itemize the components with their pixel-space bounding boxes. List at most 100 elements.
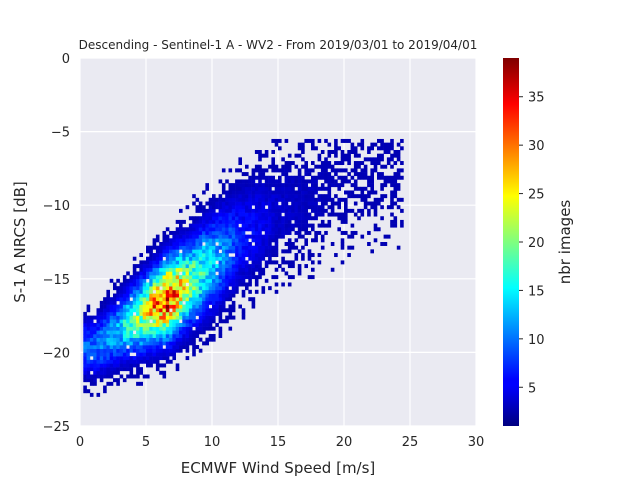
heatmap-cell — [192, 245, 196, 250]
heatmap-cell — [291, 175, 295, 180]
heatmap-cell — [155, 352, 160, 357]
heatmap-cell — [261, 289, 266, 294]
heatmap-cell — [83, 326, 87, 331]
heatmap-cell — [311, 238, 315, 243]
colorbar-tick-label: 20 — [528, 236, 545, 251]
heatmap-cell — [225, 212, 229, 217]
heatmap-cell — [238, 227, 242, 232]
heatmap-cell — [122, 308, 127, 313]
heatmap-cell — [241, 256, 246, 261]
heatmap-cell — [212, 194, 216, 199]
heatmap-cell — [126, 282, 130, 287]
heatmap-cell — [185, 311, 190, 316]
heatmap-cell — [225, 297, 229, 302]
heatmap-cell — [258, 168, 262, 173]
heatmap-cell — [377, 161, 381, 166]
heatmap-cell — [304, 216, 308, 221]
heatmap-cell — [208, 337, 213, 342]
heatmap-cell — [386, 161, 391, 166]
heatmap-cell — [248, 267, 252, 272]
heatmap-cell — [228, 275, 233, 280]
heatmap-cell — [162, 370, 167, 375]
heatmap-cell — [188, 278, 193, 283]
heatmap-cell — [221, 278, 226, 283]
x-axis-label: ECMWF Wind Speed [m/s] — [181, 459, 376, 477]
heatmap-cell — [297, 223, 302, 228]
heatmap-cell — [317, 230, 322, 235]
heatmap-cell — [347, 153, 351, 158]
heatmap-cell — [261, 172, 266, 177]
heatmap-cell — [221, 190, 226, 195]
heatmap-cell — [109, 337, 114, 342]
heatmap-cell — [337, 146, 341, 151]
heatmap-cell — [175, 334, 180, 338]
heatmap-cell — [198, 253, 203, 258]
heatmap-cell — [169, 326, 173, 331]
heatmap-cell — [297, 175, 302, 180]
heatmap-cell — [139, 359, 143, 364]
heatmap-cell — [264, 175, 269, 180]
heatmap-cell — [175, 337, 180, 342]
heatmap-cell — [274, 205, 279, 210]
heatmap-cell — [142, 345, 147, 350]
heatmap-cell — [198, 322, 203, 327]
heatmap-cell — [122, 311, 127, 316]
heatmap-cell — [254, 164, 259, 169]
heatmap-cell — [221, 286, 226, 291]
heatmap-cell — [284, 164, 289, 169]
heatmap-cell — [264, 168, 269, 173]
heatmap-cell — [86, 374, 91, 379]
heatmap-cell — [238, 197, 242, 202]
heatmap-cell — [132, 345, 137, 350]
heatmap-cell — [281, 201, 285, 206]
heatmap-cell — [192, 219, 196, 224]
heatmap-cell — [152, 359, 157, 364]
heatmap-cell — [159, 249, 163, 254]
heatmap-cell — [99, 300, 104, 305]
heatmap-cell — [367, 212, 371, 217]
heatmap-cell — [261, 183, 266, 188]
heatmap-cell — [390, 194, 394, 199]
heatmap-cell — [119, 367, 124, 372]
heatmap-cell — [373, 168, 378, 173]
heatmap-cell — [248, 186, 252, 191]
heatmap-cell — [258, 179, 262, 184]
heatmap-cell — [393, 183, 398, 188]
heatmap-cell — [113, 348, 117, 353]
heatmap-cell — [258, 275, 262, 280]
heatmap-cell — [195, 319, 200, 324]
heatmap-cell — [192, 282, 196, 287]
heatmap-cell — [93, 367, 97, 372]
heatmap-cell — [221, 223, 226, 228]
heatmap-cell — [291, 161, 295, 166]
heatmap-cell — [284, 161, 289, 166]
heatmap-cell — [215, 216, 219, 221]
heatmap-cell — [113, 378, 117, 383]
heatmap-cell — [172, 282, 176, 287]
heatmap-cell — [205, 219, 209, 224]
heatmap-cell — [231, 219, 236, 224]
heatmap-cell — [304, 183, 308, 188]
heatmap-cell — [248, 201, 252, 206]
heatmap-cell — [254, 212, 259, 217]
heatmap-cell — [175, 330, 180, 335]
heatmap-cell — [225, 197, 229, 202]
heatmap-cell — [271, 157, 275, 162]
heatmap-cell — [89, 374, 94, 379]
heatmap-cell — [122, 337, 127, 342]
heatmap-cell — [301, 212, 305, 217]
heatmap-cell — [268, 216, 272, 221]
heatmap-cell — [175, 260, 180, 265]
heatmap-cell — [149, 334, 153, 338]
heatmap-cell — [179, 282, 183, 287]
heatmap-cell — [152, 264, 157, 269]
heatmap-cell — [122, 286, 127, 291]
heatmap-cell — [311, 227, 315, 232]
heatmap-cell — [291, 212, 295, 217]
heatmap-cell — [274, 194, 279, 199]
heatmap-cell — [228, 230, 233, 235]
heatmap-cell — [192, 194, 196, 199]
heatmap-cell — [241, 282, 246, 287]
heatmap-cell — [281, 157, 285, 162]
heatmap-cell — [99, 345, 104, 350]
